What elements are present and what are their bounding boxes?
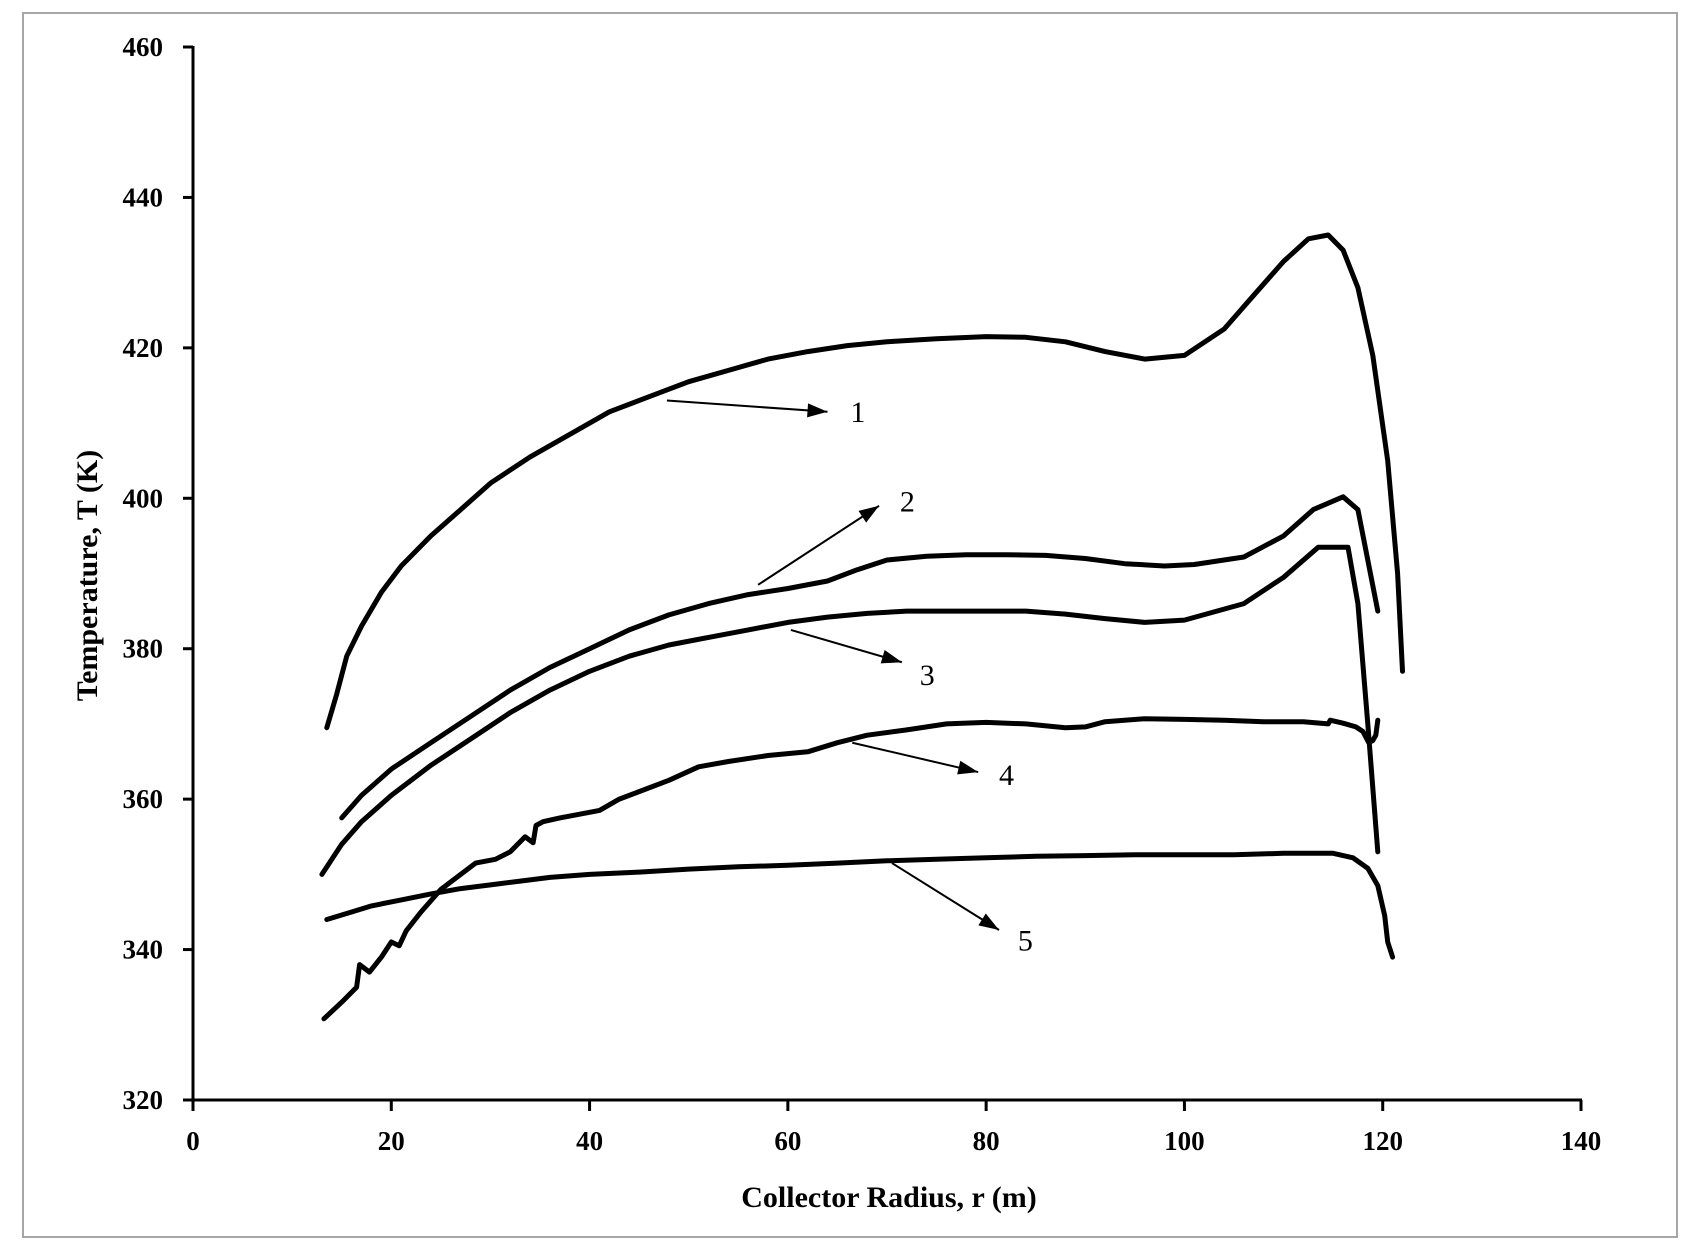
curve-label-2: 2 xyxy=(900,485,915,518)
x-tick-label: 100 xyxy=(1164,1126,1205,1156)
curve-annotations: 1 2 3 4 5 xyxy=(666,396,1033,958)
curve-label-5: 5 xyxy=(1018,925,1033,958)
axes xyxy=(191,46,1582,1102)
series-lines xyxy=(319,232,1405,1022)
annotation-arrowhead-3 xyxy=(880,649,902,664)
y-tick-label: 360 xyxy=(123,784,164,814)
series-line-2 xyxy=(339,494,1381,821)
annotation-arrowhead-2 xyxy=(858,505,880,523)
y-tick-label: 340 xyxy=(123,935,164,965)
curve-label-1: 1 xyxy=(850,396,865,429)
y-tick-label: 400 xyxy=(123,483,164,513)
annotation-arrow-line-2 xyxy=(757,504,880,586)
annotation-arrow-line-4 xyxy=(852,741,979,774)
curve-label-3: 3 xyxy=(920,659,935,692)
x-tick-label: 120 xyxy=(1362,1126,1403,1156)
y-tick-label: 380 xyxy=(123,634,164,664)
x-tick-label: 40 xyxy=(576,1126,603,1156)
annotation-arrowhead-5 xyxy=(978,913,1000,931)
annotation-arrow-line-1 xyxy=(666,399,828,413)
x-tick-label: 60 xyxy=(774,1126,801,1156)
y-tick-label: 440 xyxy=(123,182,164,212)
x-axis-title: Collector Radius, r (m) xyxy=(741,1181,1037,1214)
annotation-arrow-line-5 xyxy=(891,862,1000,931)
series-line-5 xyxy=(324,850,1396,960)
y-axis-title: Temperature, T (K) xyxy=(71,450,104,701)
series-line-1 xyxy=(324,232,1405,731)
annotation-arrowhead-4 xyxy=(957,760,979,775)
x-tick-label: 20 xyxy=(378,1126,405,1156)
ticks: 320 340 360 380 400 420 440 460 0 20 40 60 80 100 120 1… xyxy=(123,32,1602,1156)
y-tick-label: 320 xyxy=(123,1085,164,1115)
x-tick-label: 140 xyxy=(1561,1126,1602,1156)
annotation-arrowhead-1 xyxy=(807,403,828,418)
y-tick-label: 420 xyxy=(123,333,164,363)
x-tick-label: 80 xyxy=(973,1126,1000,1156)
series-line-3 xyxy=(319,544,1381,877)
curve-label-4: 4 xyxy=(999,759,1014,792)
series-line-4 xyxy=(321,716,1381,1022)
x-tick-label: 0 xyxy=(186,1126,200,1156)
y-tick-label: 460 xyxy=(123,32,164,62)
